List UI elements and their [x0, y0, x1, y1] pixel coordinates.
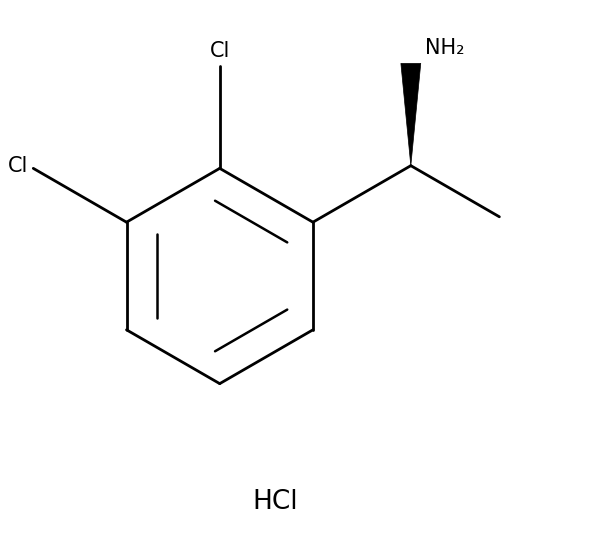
Polygon shape	[401, 63, 421, 166]
Text: Cl: Cl	[7, 156, 28, 176]
Text: HCl: HCl	[252, 489, 298, 516]
Text: NH₂: NH₂	[425, 38, 465, 58]
Text: Cl: Cl	[210, 41, 230, 61]
